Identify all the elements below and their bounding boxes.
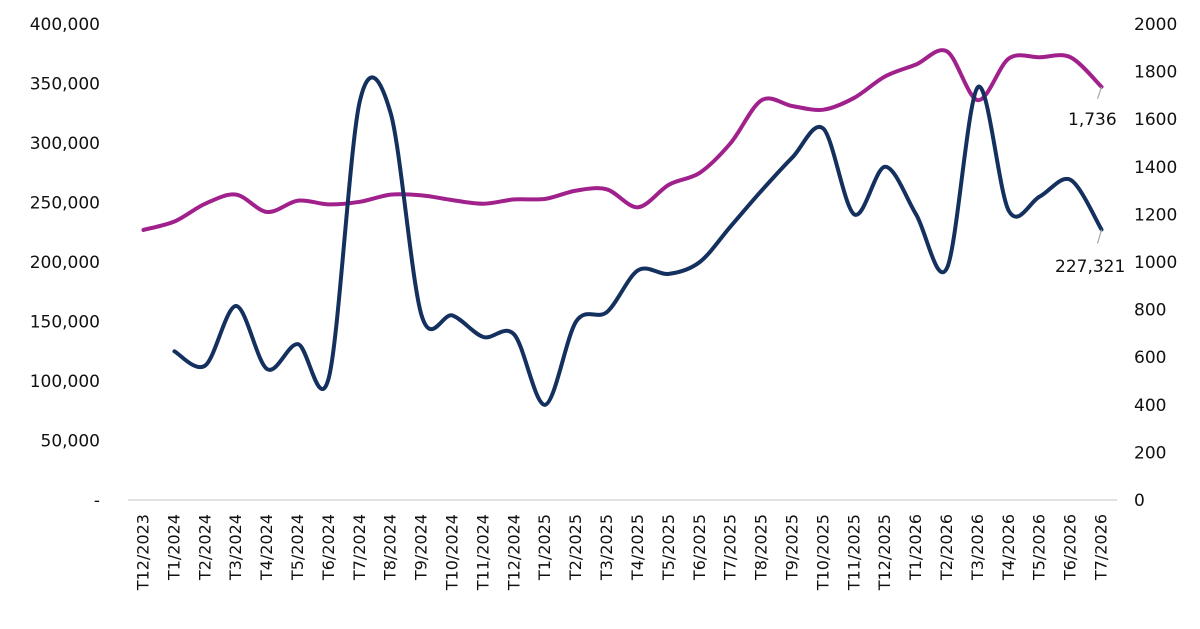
right-axis-tick-label: 1800 <box>1134 63 1177 83</box>
left-axis-ticks: - 50,000 100,000 150,000 200,000 250,000 300,0… <box>30 15 100 511</box>
x-axis-tick-label: T5/2024 <box>288 514 307 581</box>
x-axis-tick-label: T8/2024 <box>381 514 400 581</box>
x-axis-tick-label: T1/2024 <box>164 514 183 581</box>
x-axis-tick-label: T4/2026 <box>999 514 1018 581</box>
x-axis-ticks: T12/2023 T1/2024 T2/2024 T3/2024 T4/2024 T5/2… <box>133 514 1110 591</box>
x-axis-tick-label: T2/2025 <box>566 514 585 581</box>
series-line-left <box>172 75 1104 407</box>
data-label: 227,321 <box>1055 257 1125 277</box>
x-axis-tick-label: T3/2025 <box>597 514 616 581</box>
left-axis-tick-label: 350,000 <box>30 75 100 95</box>
x-axis-tick-label: T9/2024 <box>412 514 431 581</box>
x-axis-tick-label: T7/2025 <box>721 514 740 581</box>
x-axis-tick-label: T6/2025 <box>690 514 709 581</box>
right-axis-tick-label: 1400 <box>1134 158 1177 178</box>
data-labels: 227,321 1,736 <box>1055 86 1125 277</box>
x-axis-tick-label: T8/2025 <box>752 514 771 581</box>
left-axis-tick-label: 250,000 <box>30 194 100 214</box>
x-axis-tick-label: T9/2025 <box>782 514 801 581</box>
x-axis-tick-label: T5/2026 <box>1030 514 1049 581</box>
left-axis-tick-label: 200,000 <box>30 253 100 273</box>
x-axis-tick-label: T7/2026 <box>1092 514 1111 581</box>
x-axis-tick-label: T6/2026 <box>1061 514 1080 581</box>
x-axis-tick-label: T10/2024 <box>443 514 462 591</box>
series-line-right <box>141 48 1104 232</box>
x-axis-tick-label: T12/2024 <box>504 514 523 591</box>
right-axis-tick-label: 400 <box>1134 396 1166 416</box>
data-label-leader <box>1096 229 1103 244</box>
series-layer <box>141 48 1104 407</box>
left-axis-tick-label: - <box>94 491 100 511</box>
x-axis-tick-label: T11/2025 <box>844 514 863 591</box>
right-axis-tick-label: 1200 <box>1134 205 1177 225</box>
x-axis-tick-label: T5/2025 <box>659 514 678 581</box>
left-axis-tick-label: 400,000 <box>30 15 100 35</box>
x-axis-tick-label: T3/2026 <box>968 514 987 581</box>
x-axis-tick-label: T3/2024 <box>226 514 245 581</box>
left-axis-tick-label: 150,000 <box>30 313 100 333</box>
x-axis-tick-label: T10/2025 <box>813 514 832 591</box>
left-axis-tick-label: 100,000 <box>30 372 100 392</box>
x-axis-tick-label: T2/2024 <box>195 514 214 581</box>
x-axis-tick-label: T6/2024 <box>319 514 338 581</box>
right-axis-tick-label: 200 <box>1134 443 1166 463</box>
x-axis-tick-label: T2/2026 <box>937 514 956 581</box>
x-axis-tick-label: T11/2024 <box>473 514 492 591</box>
data-label: 1,736 <box>1068 110 1117 130</box>
x-axis-tick-label: T12/2023 <box>133 514 152 591</box>
left-axis-tick-label: 300,000 <box>30 134 100 154</box>
right-axis-tick-label: 1000 <box>1134 253 1177 273</box>
x-axis-tick-label: T1/2026 <box>906 514 925 581</box>
right-axis-tick-label: 600 <box>1134 348 1166 368</box>
left-axis-tick-label: 50,000 <box>41 432 100 452</box>
x-axis-tick-label: T4/2024 <box>257 514 276 581</box>
data-label-leader <box>1096 86 1103 100</box>
x-axis-tick-label: T12/2025 <box>875 514 894 591</box>
right-axis-tick-label: 0 <box>1134 491 1145 511</box>
x-axis-tick-label: T1/2025 <box>535 514 554 581</box>
right-axis-tick-label: 1600 <box>1134 110 1177 130</box>
x-axis-tick-label: T7/2024 <box>350 514 369 581</box>
right-axis-tick-label: 800 <box>1134 301 1166 321</box>
right-axis-ticks: 0 200 400 600 800 1000 1200 1400 1600 1800 2000 <box>1134 15 1177 511</box>
x-axis-tick-label: T4/2025 <box>628 514 647 581</box>
right-axis-tick-label: 2000 <box>1134 15 1177 35</box>
